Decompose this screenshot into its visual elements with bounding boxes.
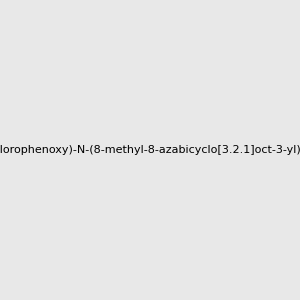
Text: 2-(2,4-dichlorophenoxy)-N-(8-methyl-8-azabicyclo[3.2.1]oct-3-yl)acetamide: 2-(2,4-dichlorophenoxy)-N-(8-methyl-8-az… (0, 145, 300, 155)
